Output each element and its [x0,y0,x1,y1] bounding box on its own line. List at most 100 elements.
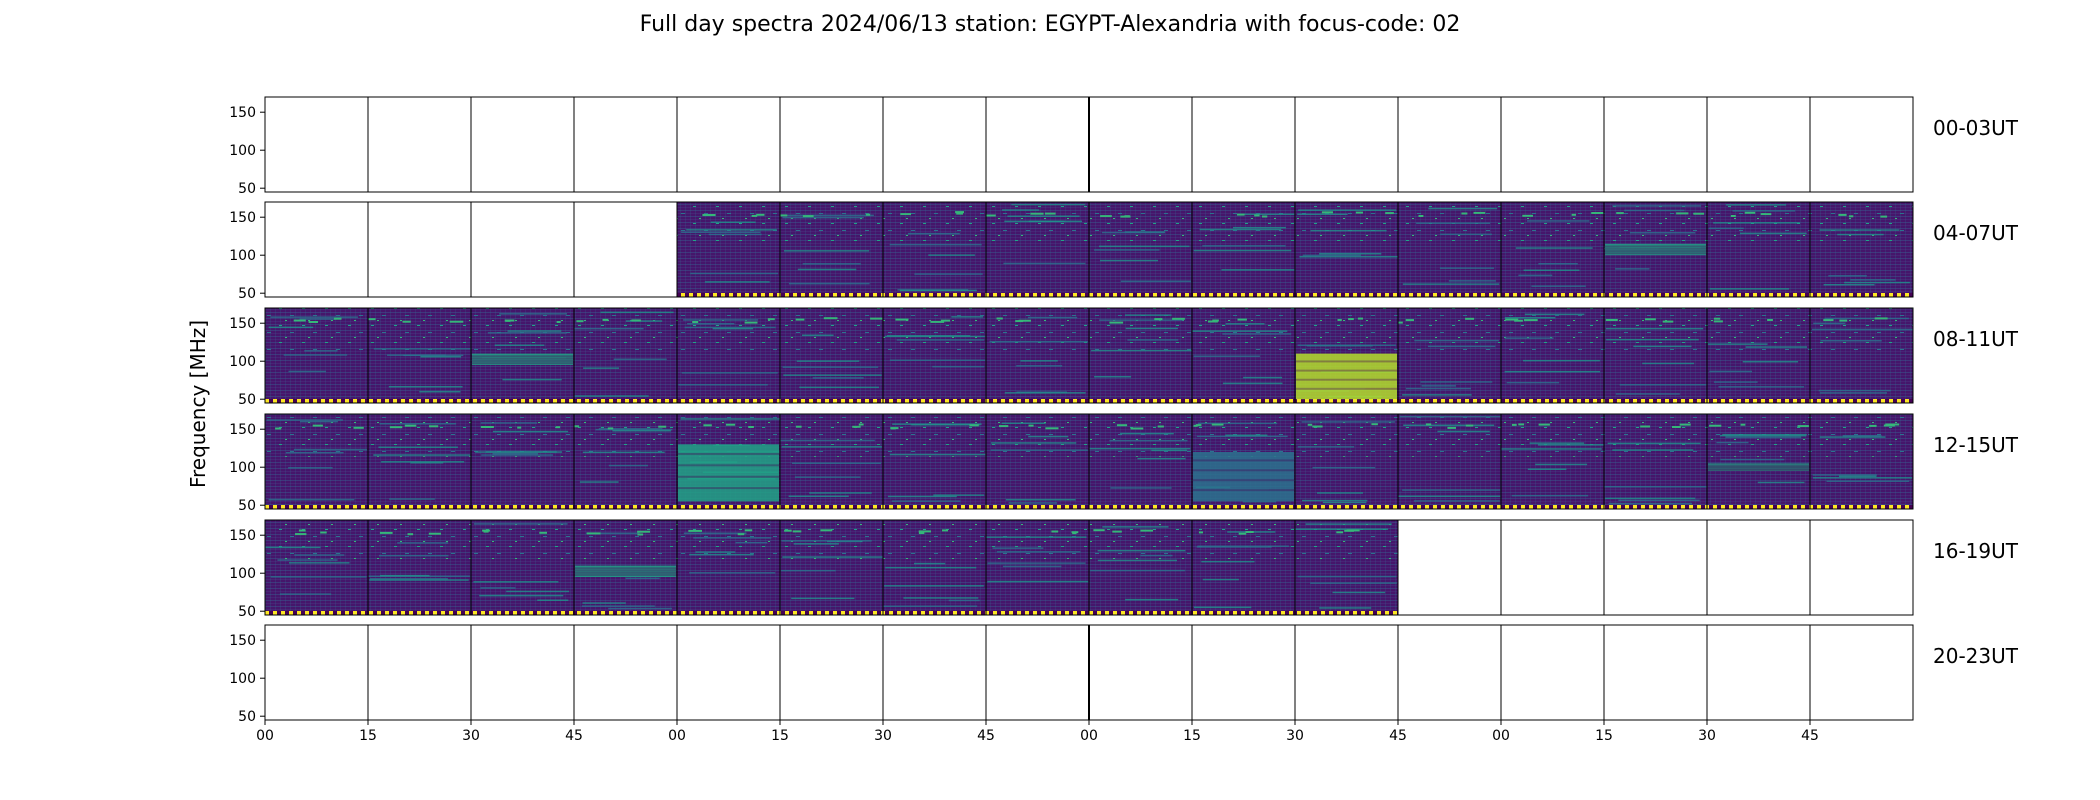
spectrum-band [1725,436,1802,438]
empty-panel [368,97,471,192]
spectrum-speckle [1473,211,1486,214]
spectrum-band [802,263,861,265]
spectrum-band [1002,209,1040,211]
marker-strip [1398,505,1501,509]
spectrum-band [1317,492,1363,494]
spectrum-specks [574,520,677,563]
spectrum-band [270,576,367,578]
spectrum-speckle [1760,213,1772,216]
burst-gap [575,571,676,574]
marker-strip [1192,293,1295,297]
burst-gap [1605,250,1706,253]
spectrum-band [502,378,562,381]
y-tick-label: 100 [229,354,256,370]
empty-panel [368,625,471,720]
spectrum-panel [1191,624,1296,721]
marker-strip [1089,611,1192,615]
spectrum-speckle [555,426,561,429]
spectrum-panel [1500,307,1605,404]
spectrum-band [1242,500,1277,503]
marker-strip [1501,399,1604,403]
marker-strip [883,505,986,509]
spectrum-panel [367,413,472,510]
spectrum-band [1604,486,1707,488]
spectrum-band [579,481,619,483]
spectrum-panel [1809,519,1914,616]
empty-panel [1398,97,1501,192]
spectrum-band [1125,327,1178,330]
spectrum-speckle [1767,319,1773,321]
spectrum-specks [1295,202,1398,245]
y-tick-label: 150 [229,210,256,226]
spectrum-band [1629,232,1696,234]
spectrum-band [1406,387,1471,390]
spectrum-band [1709,288,1790,290]
spectrum-speckle [870,317,883,320]
spectrum-specks [1089,414,1192,457]
spectrum-speckle [969,424,979,427]
spectrum-speckle [428,532,441,535]
spectrum-speckle [1237,318,1247,321]
spectrum-band [1305,523,1392,525]
spectrum-speckle [389,426,403,429]
spectrum-panel [573,413,678,510]
spectrum-speckle [1823,319,1834,322]
spectrum-band [419,391,461,393]
spectrum-band [373,454,471,456]
spectrum-specks [677,520,780,563]
spectrum-band [784,250,870,252]
spectrum-speckle [1505,318,1519,321]
spectrum-specks [1501,414,1604,457]
spectrum-band [695,551,736,553]
spectrum-panel [1809,96,1914,193]
spectrum-speckle [820,529,833,532]
spectrum-speckle [539,531,547,534]
spectrum-speckle [1337,319,1342,321]
spectrum-band [1709,370,1752,373]
spectrum-panel [264,413,369,510]
spectrum-speckle [1797,425,1809,428]
spectrum-band [989,340,1088,343]
spectrum-speckle [918,530,931,533]
burst-gap [1296,369,1397,372]
spectrum-specks [986,520,1089,563]
spectrum-specks [1089,202,1192,245]
spectrum-band [951,316,984,318]
spectrum-band [595,428,673,431]
spectrum-speckle [1713,320,1723,323]
spectrum-band [1011,203,1085,206]
burst-gap [1708,464,1809,467]
spectrum-speckle [1193,424,1198,427]
spectrum-band [782,366,879,368]
spectrum-panel [779,624,884,721]
spectrum-band [681,231,761,233]
spectrum-band [1237,213,1295,215]
spectrum-speckle [1262,215,1268,218]
marker-strip [1295,293,1398,297]
spectrum-band [1202,578,1239,581]
empty-panel [780,97,883,192]
spectrum-speckle [1672,426,1681,428]
spectrum-speckle [1465,317,1475,320]
spectrum-band [1719,434,1807,437]
x-tick-label: 30 [874,728,892,744]
spectrum-speckle [1730,215,1736,217]
x-tick-label: 15 [1595,728,1613,744]
spectrum-speckle [1693,212,1705,215]
spectrum-panel [1191,201,1296,298]
spectrum-band [704,281,770,283]
spectrum-band [1089,447,1191,450]
spectrum-band [1437,430,1490,433]
spectrum-band [794,476,861,478]
spectrum-band [783,374,882,376]
spectrum-speckle [298,529,306,532]
spectrum-speckle [1405,319,1414,322]
marker-strip [1810,399,1913,403]
spectrum-band [933,494,985,496]
spectrum-band [581,605,655,607]
spectrum-band [1109,439,1188,442]
empty-panel [471,202,574,297]
spectrum-band [420,356,462,358]
spectrum-speckle [574,425,580,428]
burst-gap [472,359,573,362]
